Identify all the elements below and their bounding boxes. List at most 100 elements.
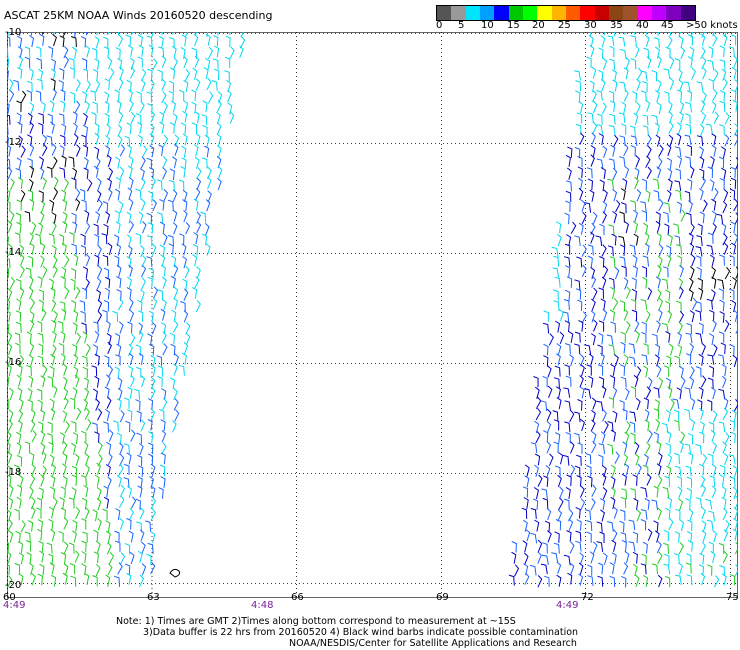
wind-barb — [588, 375, 594, 388]
wind-barb — [600, 167, 606, 180]
wind-barb — [85, 45, 90, 58]
wind-barb — [193, 232, 199, 245]
wind-barb — [60, 552, 67, 564]
wind-barb — [680, 209, 686, 222]
wind-barb — [138, 44, 144, 57]
wind-barb — [48, 518, 54, 531]
wind-barb — [643, 574, 649, 587]
wind-barb — [161, 331, 167, 344]
wind-barb — [636, 463, 642, 476]
wind-barb — [547, 530, 552, 543]
wind-barb — [657, 309, 663, 322]
wind-barb — [119, 484, 126, 498]
wind-barb — [611, 233, 617, 246]
wind-barb — [15, 278, 22, 291]
wind-barb — [664, 91, 670, 103]
wind-barb — [696, 235, 703, 246]
wind-barb — [161, 55, 167, 68]
wind-barb — [717, 354, 725, 365]
wind-barb — [733, 398, 738, 412]
wind-barb — [721, 222, 727, 236]
wind-barb — [667, 386, 673, 399]
wind-barb — [596, 541, 604, 552]
wind-barb — [50, 574, 57, 587]
wind-barb — [117, 124, 123, 137]
wind-barb — [191, 122, 198, 134]
wind-barb — [574, 465, 581, 477]
wind-barb — [623, 308, 629, 321]
wind-barb — [674, 531, 680, 543]
wind-barb — [116, 264, 122, 278]
wind-barb — [733, 198, 738, 212]
wind-barb — [150, 496, 157, 510]
wind-barb — [83, 112, 88, 126]
wind-barb — [685, 562, 692, 574]
wind-barb — [37, 275, 43, 288]
wind-barb — [75, 198, 81, 211]
wind-barb — [96, 32, 99, 36]
wind-barb — [7, 158, 11, 169]
wind-barb — [49, 454, 55, 467]
wind-barb — [618, 112, 626, 124]
wind-barb — [558, 497, 564, 510]
wind-barb — [127, 187, 133, 200]
wind-barb — [73, 366, 79, 379]
wind-barb — [587, 244, 594, 256]
wind-barb — [683, 81, 691, 92]
wind-barb — [678, 286, 684, 299]
wind-barb — [217, 166, 223, 179]
wind-barb — [657, 452, 663, 465]
wind-barb — [118, 200, 124, 213]
wind-barb — [117, 32, 120, 36]
wind-barb — [139, 101, 145, 114]
wind-barb — [204, 134, 210, 147]
wind-barb — [119, 442, 124, 455]
wind-barb — [93, 529, 99, 542]
wind-barb — [591, 132, 596, 145]
wind-map[interactable] — [7, 32, 738, 598]
wind-barb — [183, 100, 189, 113]
wind-barb — [150, 463, 156, 476]
wind-barb — [126, 287, 132, 299]
wind-barb — [97, 245, 102, 258]
wind-barb — [162, 134, 169, 148]
wind-barb — [701, 484, 707, 497]
wind-barb — [140, 32, 143, 36]
wind-barb — [156, 179, 163, 191]
wind-barb — [631, 288, 637, 301]
wind-barb — [106, 154, 112, 167]
wind-barb — [62, 410, 68, 423]
wind-barb — [94, 474, 100, 487]
wind-barb — [93, 223, 99, 236]
wind-barb — [163, 233, 168, 246]
wind-barb — [598, 443, 605, 454]
wind-barb — [127, 485, 132, 498]
wind-barb — [701, 56, 707, 70]
wind-barb — [553, 255, 560, 267]
wind-barb — [7, 125, 9, 135]
wind-barb — [707, 354, 715, 365]
wind-barb — [644, 232, 650, 245]
wind-barb — [619, 135, 626, 147]
wind-barb — [601, 473, 607, 486]
wind-barb — [94, 254, 100, 267]
wind-barb — [7, 323, 10, 334]
wind-barb — [116, 343, 122, 356]
wind-barb — [689, 366, 695, 379]
wind-barb — [50, 529, 56, 542]
wind-barb — [540, 563, 548, 575]
wind-barb — [151, 243, 157, 256]
wind-barb — [578, 177, 583, 190]
wind-barb — [101, 233, 108, 245]
wind-barb — [96, 190, 102, 203]
wind-barb — [543, 355, 549, 367]
wind-barb — [656, 166, 662, 179]
wind-barb — [85, 101, 90, 114]
wind-barb — [173, 286, 179, 299]
wind-barb — [81, 518, 87, 530]
wind-barb — [663, 563, 671, 575]
wind-barb — [138, 352, 144, 365]
wind-barb — [62, 572, 68, 585]
wind-barb — [685, 332, 693, 344]
wind-barb — [145, 520, 151, 532]
